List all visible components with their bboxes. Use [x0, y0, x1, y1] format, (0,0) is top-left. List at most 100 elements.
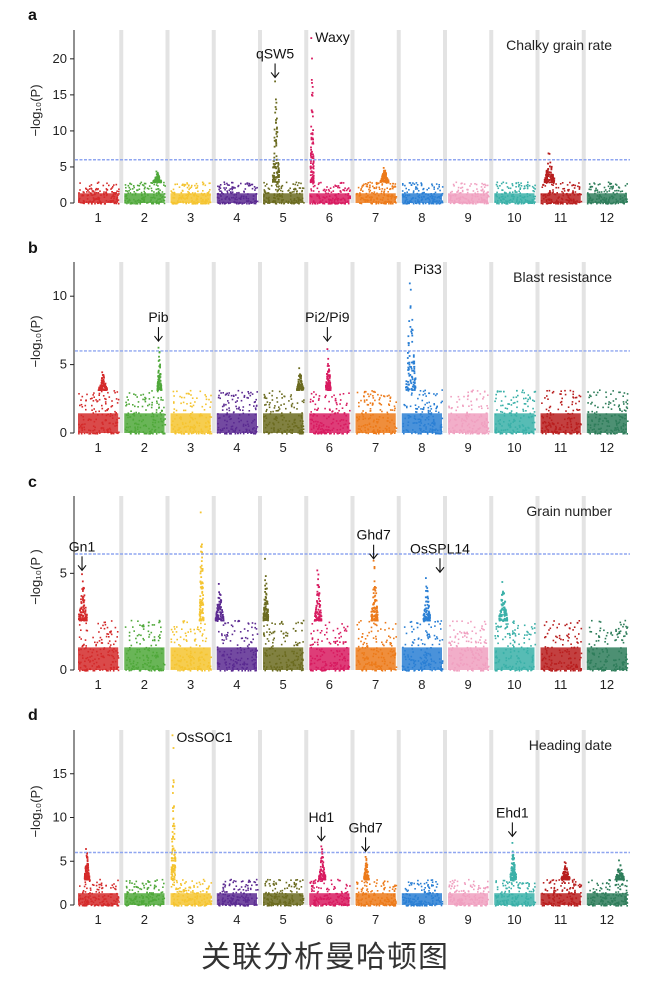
- snp-point: [156, 387, 159, 390]
- snp-point: [100, 386, 103, 389]
- snp-point: [337, 185, 340, 187]
- snp-point: [366, 183, 369, 186]
- snp-point: [99, 432, 101, 434]
- snp-point: [111, 405, 114, 407]
- snp-point: [387, 181, 390, 184]
- snp-point: [84, 606, 87, 609]
- snp-point: [158, 365, 161, 368]
- snp-point: [92, 669, 95, 672]
- snp-point: [219, 190, 221, 192]
- snp-point: [277, 167, 280, 170]
- snp-point: [436, 203, 438, 205]
- snp-point: [328, 400, 330, 403]
- snp-point: [94, 432, 97, 435]
- snp-point: [283, 403, 285, 405]
- snp-point: [133, 393, 135, 395]
- snp-point: [623, 392, 626, 394]
- snp-point: [436, 393, 438, 395]
- snp-point: [86, 629, 89, 632]
- snp-point: [105, 191, 108, 193]
- snp-point: [608, 190, 611, 192]
- snp-point: [378, 186, 380, 189]
- snp-point: [563, 190, 566, 192]
- snp-point: [97, 192, 100, 194]
- snp-point: [109, 646, 111, 648]
- snp-point: [616, 189, 618, 192]
- y-tick-label: 5: [60, 357, 67, 372]
- snp-point: [145, 432, 147, 435]
- snp-point: [520, 185, 523, 187]
- snp-point: [405, 389, 408, 391]
- snp-point: [618, 391, 620, 394]
- snp-point: [310, 132, 313, 135]
- snp-point: [229, 188, 232, 190]
- snp-point: [590, 403, 592, 405]
- snp-point: [136, 641, 138, 644]
- snp-point: [551, 183, 553, 186]
- snp-point: [525, 410, 527, 412]
- snp-point: [546, 170, 549, 173]
- snp-point: [107, 633, 110, 635]
- snp-point: [574, 191, 577, 193]
- snp-point: [117, 657, 120, 659]
- snp-point: [381, 180, 384, 183]
- snp-point: [528, 184, 531, 187]
- snp-point: [450, 395, 452, 398]
- snp-point: [480, 405, 483, 407]
- snp-point: [457, 186, 460, 189]
- snp-point: [407, 390, 410, 392]
- snp-point: [610, 186, 613, 188]
- snp-point: [116, 631, 119, 633]
- snp-point: [552, 180, 555, 182]
- snp-point: [622, 395, 624, 397]
- snp-point: [572, 393, 574, 396]
- snp-point: [384, 177, 387, 180]
- snp-point: [311, 57, 313, 60]
- snp-point: [541, 432, 544, 435]
- peak-point: [408, 282, 411, 285]
- snp-point: [158, 176, 161, 179]
- y-tick-label: 20: [53, 51, 67, 66]
- snp-point: [514, 401, 516, 404]
- snp-point: [148, 185, 151, 187]
- snp-point: [226, 190, 228, 192]
- snp-point: [79, 617, 82, 619]
- snp-point: [153, 639, 156, 642]
- snp-point: [155, 409, 158, 411]
- snp-point: [327, 357, 330, 360]
- snp-point: [545, 179, 548, 181]
- snp-point: [534, 428, 536, 431]
- snp-point: [521, 391, 523, 394]
- snp-point: [569, 202, 571, 205]
- snp-point: [622, 432, 624, 435]
- snp-point: [273, 407, 276, 409]
- snp-point: [293, 188, 295, 191]
- snp-point: [483, 202, 486, 205]
- snp-point: [557, 408, 560, 411]
- snp-point: [101, 387, 104, 390]
- snp-point: [408, 320, 411, 322]
- snp-point: [482, 191, 485, 194]
- snp-point: [174, 183, 176, 186]
- snp-point: [107, 670, 109, 672]
- snp-point: [534, 184, 536, 187]
- snp-point: [626, 183, 628, 185]
- snp-point: [235, 405, 237, 408]
- snp-point: [403, 432, 405, 435]
- snp-point: [481, 182, 483, 185]
- snp-point: [365, 185, 368, 188]
- snp-point: [626, 393, 629, 395]
- snp-point: [344, 187, 346, 189]
- snp-point: [86, 393, 88, 396]
- snp-point: [617, 405, 620, 408]
- snp-point: [95, 643, 97, 646]
- snp-point: [280, 202, 283, 205]
- snp-point: [457, 189, 460, 192]
- snp-point: [416, 188, 419, 190]
- snp-point: [182, 183, 184, 186]
- snp-point: [99, 202, 102, 204]
- snp-point: [156, 402, 158, 404]
- snp-point: [378, 402, 381, 404]
- snp-point: [254, 407, 257, 409]
